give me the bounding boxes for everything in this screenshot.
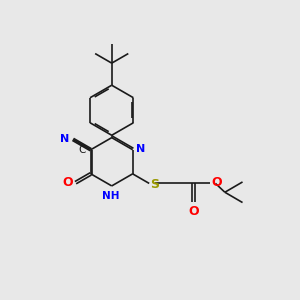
Text: N: N: [60, 134, 69, 144]
Text: O: O: [62, 176, 73, 189]
Text: O: O: [212, 176, 222, 189]
Text: N: N: [136, 144, 146, 154]
Text: O: O: [188, 205, 199, 218]
Text: NH: NH: [101, 191, 119, 201]
Text: S: S: [150, 178, 159, 191]
Text: C: C: [79, 145, 86, 155]
